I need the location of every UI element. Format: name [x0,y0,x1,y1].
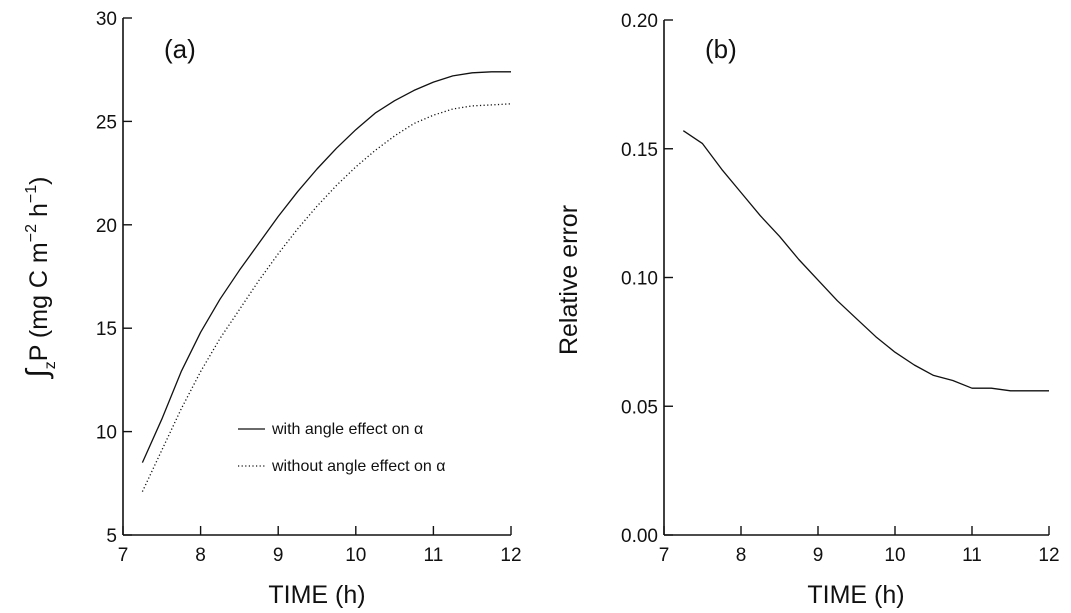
legend-label-with-angle: with angle effect on α [271,421,423,438]
panel-a-x-tick-label: 7 [118,545,129,566]
panel-b-y-tick-label: 0.20 [621,11,658,32]
legend-label-without-angle: without angle effect on α [271,458,446,475]
panel-a-y-label-end: ) [25,177,53,185]
panel-a-label: (a) [164,34,196,64]
panel-a-y-label-mid: h [25,203,53,224]
panel-b-y-tick-label: 0.10 [621,269,658,290]
panel-a-ticks: 7 8 9 10 11 12 5 10 15 20 25 30 [96,9,522,566]
panel-a-y-label-exp1: −2 [23,224,40,242]
panel-b-x-axis-label: TIME (h) [807,581,904,609]
panel-b: 7 8 9 10 11 12 0.00 0.05 0.10 0.15 0.20 (b) TIME (… [555,11,1060,609]
panel-b-x-tick-label: 8 [736,545,747,566]
panel-a-y-tick-label: 30 [96,9,117,30]
panel-a-y-label-main: P (mg C m [25,242,53,361]
panel-b-y-tick-label: 0.15 [621,140,658,161]
panel-b-x-tick-label: 10 [884,545,905,566]
panel-a-y-tick-label: 25 [96,112,117,133]
panel-a: 7 8 9 10 11 12 5 10 15 20 25 30 (a) TIME (h) ∫zP (m… [21,9,522,609]
panel-b-x-tick-label: 12 [1038,545,1059,566]
panel-a-x-tick-label: 12 [500,545,521,566]
panel-b-y-tick-label: 0.00 [621,526,658,547]
panel-b-label: (b) [705,34,737,64]
panel-a-y-label-exp2: −1 [23,185,40,203]
panel-a-series-dotted-line [141,103,512,492]
panel-b-y-axis-label: Relative error [555,205,583,355]
panel-a-x-tick-label: 8 [195,545,206,566]
panel-a-x-tick-label: 11 [424,545,444,566]
panel-a-y-axis-label: ∫zP (mg C m−2 h−1) [21,177,59,380]
panel-a-y-tick-label: 20 [96,216,117,237]
panel-b-x-tick-label: 9 [813,545,824,566]
panel-a-x-axis-label: TIME (h) [268,581,365,609]
panel-a-y-tick-label: 15 [96,319,117,340]
panel-b-series-solid-line [682,130,1049,392]
panel-a-lines [141,71,512,492]
panel-b-x-tick-label: 11 [962,545,982,566]
panel-b-lines [682,130,1049,392]
panel-b-ticks: 7 8 9 10 11 12 0.00 0.05 0.10 0.15 0.20 [621,11,1060,566]
legend: with angle effect on α without angle eff… [238,421,446,475]
panel-a-y-tick-label: 5 [106,526,117,547]
panel-b-x-tick-label: 7 [659,545,670,566]
panel-a-y-label-integral: ∫ [21,367,54,379]
panel-b-y-tick-label: 0.05 [621,397,658,418]
panel-a-y-tick-label: 10 [96,423,117,444]
panel-a-series-solid-line [141,71,511,463]
panel-a-x-tick-label: 9 [273,545,284,566]
panel-a-y-label-sub: z [42,361,59,369]
panel-a-x-tick-label: 10 [345,545,366,566]
